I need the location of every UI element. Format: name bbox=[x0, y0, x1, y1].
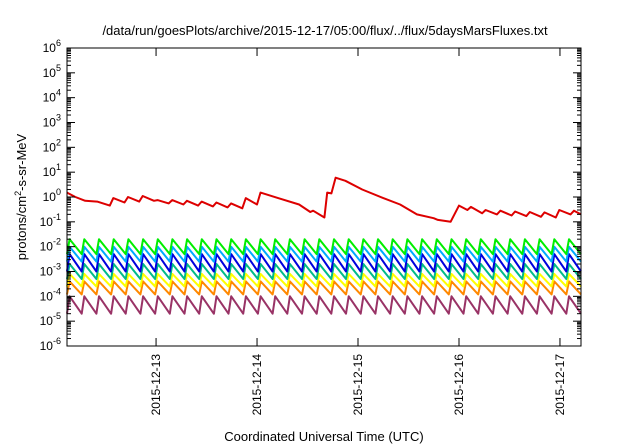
y-tick-label: 10-6 bbox=[40, 336, 61, 353]
y-tick-label: 106 bbox=[43, 38, 61, 55]
series-line-3 bbox=[66, 245, 582, 263]
x-tick-label: 2015-12-13 bbox=[149, 354, 163, 416]
y-axis-label-exponent: 2 bbox=[13, 191, 23, 196]
y-axis: 10-6 10-5 10-4 10-3 10-2 10-1 100 101 102 103 104 1… bbox=[40, 38, 581, 353]
y-axis-label-unit: protons/cm bbox=[14, 196, 29, 260]
y-axis-label: protons/cm2-s-sr-MeV bbox=[13, 133, 29, 260]
y-tick-label: 104 bbox=[43, 88, 61, 105]
y-tick-label: 10-5 bbox=[40, 311, 61, 328]
y-tick-label: 102 bbox=[43, 137, 61, 154]
series-line-1 bbox=[66, 176, 582, 223]
y-tick-label: 101 bbox=[43, 162, 61, 179]
series-line-8 bbox=[66, 295, 582, 315]
series-line-7 bbox=[66, 280, 582, 296]
x-tick-label: 2015-12-15 bbox=[351, 354, 365, 416]
series-line-6 bbox=[66, 272, 582, 288]
x-tick-label: 2015-12-17 bbox=[553, 354, 567, 416]
y-tick-label: 10-1 bbox=[40, 212, 61, 229]
x-axis-label: Coordinated Universal Time (UTC) bbox=[224, 429, 423, 444]
y-tick-label: 105 bbox=[43, 63, 61, 80]
y-axis-label-rest: -s-sr-MeV bbox=[14, 133, 29, 190]
y-tick-label: 100 bbox=[43, 187, 61, 204]
x-tick-label: 2015-12-14 bbox=[250, 354, 264, 416]
series-layer bbox=[66, 176, 582, 315]
series-line-2 bbox=[66, 238, 582, 256]
x-tick-label: 2015-12-16 bbox=[452, 354, 466, 416]
y-tick-label: 10-4 bbox=[40, 286, 61, 303]
chart-title: /data/run/goesPlots/archive/2015-12-17/0… bbox=[102, 23, 548, 38]
y-tick-label: 10-2 bbox=[40, 237, 61, 254]
x-axis: 2015-12-13 2015-12-14 2015-12-15 2015-12-16… bbox=[149, 48, 567, 415]
series-line-5 bbox=[66, 263, 582, 280]
plot-frame bbox=[66, 47, 582, 347]
y-tick-label: 10-3 bbox=[40, 262, 61, 279]
series-line-4 bbox=[66, 253, 582, 273]
y-tick-label: 103 bbox=[43, 113, 61, 130]
